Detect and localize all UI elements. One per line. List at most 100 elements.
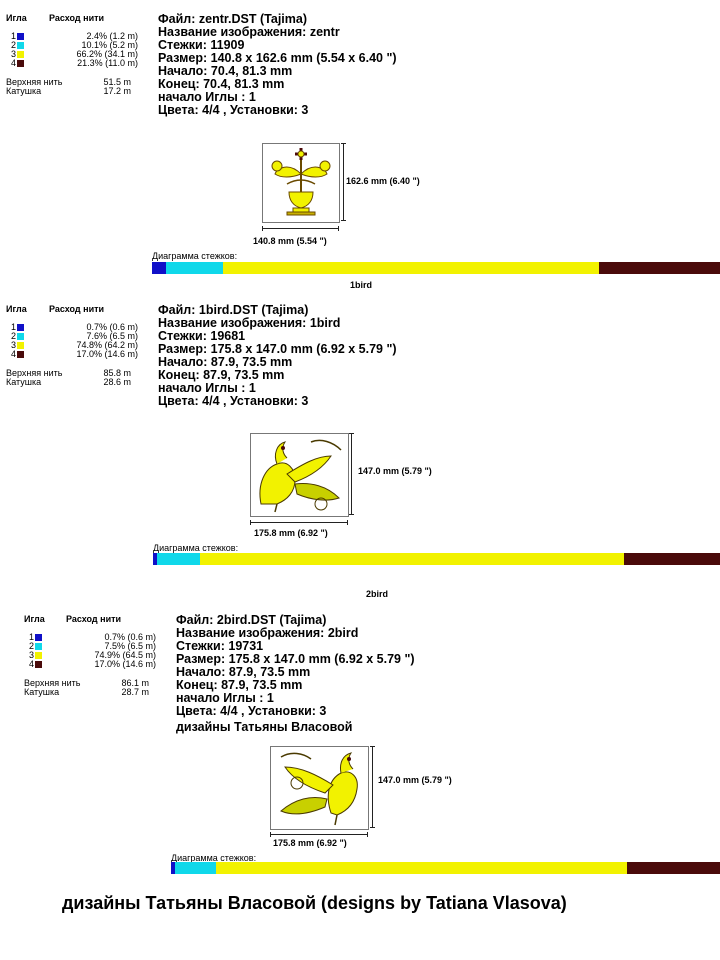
color-swatch-2 <box>17 333 24 340</box>
thread-usage-header: Расход нити <box>49 304 105 314</box>
thread-usage-header: Расход нити <box>66 614 122 624</box>
stitch-diagram-bar <box>152 262 720 274</box>
width-label: 175.8 mm (6.92 ") <box>254 528 328 538</box>
width-dimension-line <box>250 522 348 523</box>
height-dimension-tick <box>349 433 354 434</box>
height-dimension-line <box>351 433 352 515</box>
width-dimension-tick <box>347 520 348 525</box>
stitch-segment-1 <box>153 553 157 565</box>
size: Размер: 175.8 x 147.0 mm (6.92 x 5.79 ") <box>176 652 415 666</box>
top-thread-row: Верхняя нить 51.5 m <box>6 77 131 87</box>
stitch-segment-3 <box>215 862 627 874</box>
bobbin-row: Катушка 28.6 m <box>6 377 131 387</box>
end: Конец: 70.4, 81.3 mm <box>158 77 285 91</box>
needle-row-1: 1 2.4% (1.2 m) <box>10 31 138 41</box>
height-dimension-tick <box>341 220 346 221</box>
file-name: Файл: zentr.DST (Tajima) <box>158 12 307 26</box>
section-title-1bird: 1bird <box>350 280 373 290</box>
width-label: 140.8 mm (5.54 ") <box>253 236 327 246</box>
color-swatch-1 <box>17 324 24 331</box>
image-name: Название изображения: zentr <box>158 25 340 39</box>
color-swatch-2 <box>35 643 42 650</box>
height-dimension-tick <box>370 827 375 828</box>
stitch-count: Стежки: 11909 <box>158 38 245 52</box>
stitch-segment-3 <box>222 262 599 274</box>
width-dimension-line <box>262 228 339 229</box>
start: Начало: 87.9, 73.5 mm <box>176 665 311 679</box>
file-name: Файл: 2bird.DST (Tajima) <box>176 613 327 627</box>
start: Начало: 70.4, 81.3 mm <box>158 64 293 78</box>
top-thread-row: Верхняя нить 85.8 m <box>6 368 131 378</box>
needle-row-4: 4 21.3% (11.0 m) <box>10 58 138 68</box>
designer-credit: дизайны Татьяны Власовой (designs by Tat… <box>62 893 567 913</box>
stitch-count: Стежки: 19681 <box>158 329 246 343</box>
bobbin-row: Катушка 28.7 m <box>24 687 149 697</box>
height-dimension-tick <box>341 143 346 144</box>
colors-settings: Цвета: 4/4 , Установки: 3 <box>176 704 327 718</box>
needle-row-2: 2 10.1% (5.2 m) <box>10 40 138 50</box>
stitch-diagram-label: Диаграмма стежков: <box>171 853 257 863</box>
stitch-diagram-label: Диаграмма стежков: <box>153 543 239 553</box>
design-card-zentr: Игла Расход нити 1 2.4% (1.2 m) 2 10.1% … <box>0 0 720 280</box>
needle-row-1: 1 0.7% (0.6 m) <box>28 632 156 642</box>
top-thread-row: Верхняя нить 86.1 m <box>24 678 149 688</box>
colors-settings: Цвета: 4/4 , Установки: 3 <box>158 103 309 117</box>
size: Размер: 140.8 x 162.6 mm (5.54 x 6.40 ") <box>158 51 397 65</box>
stitch-segment-2 <box>156 553 200 565</box>
end: Конец: 87.9, 73.5 mm <box>176 678 303 692</box>
height-label: 162.6 mm (6.40 ") <box>346 176 420 186</box>
image-name: Название изображения: 1bird <box>158 316 341 330</box>
color-swatch-2 <box>17 42 24 49</box>
needle-row-1: 1 0.7% (0.6 m) <box>10 322 138 332</box>
start: Начало: 87.9, 73.5 mm <box>158 355 293 369</box>
needle-row-2: 2 7.5% (6.5 m) <box>28 641 156 651</box>
width-dimension-tick <box>367 832 368 837</box>
color-swatch-4 <box>17 351 24 358</box>
thread-usage-header: Расход нити <box>49 13 105 23</box>
color-swatch-3 <box>17 342 24 349</box>
stitch-segment-2 <box>174 862 216 874</box>
stitch-diagram-bar <box>153 553 720 565</box>
needle-row-4: 4 17.0% (14.6 m) <box>28 659 156 669</box>
height-dimension-line <box>372 746 373 828</box>
designer-credit-inline: дизайны Татьяны Власовой <box>176 720 353 734</box>
section-title-2bird: 2bird <box>366 589 389 599</box>
height-label: 147.0 mm (5.79 ") <box>378 775 452 785</box>
stitch-segment-2 <box>165 262 223 274</box>
file-name: Файл: 1bird.DST (Tajima) <box>158 303 309 317</box>
design-preview <box>270 746 369 830</box>
color-swatch-1 <box>35 634 42 641</box>
vase-tree-icon <box>271 148 331 216</box>
width-dimension-tick <box>338 226 339 231</box>
stitch-segment-1 <box>152 262 166 274</box>
width-dimension-line <box>270 834 368 835</box>
needle-row-4: 4 17.0% (14.6 m) <box>10 349 138 359</box>
bird-icon <box>280 752 358 826</box>
stitch-segment-1 <box>171 862 175 874</box>
image-name: Название изображения: 2bird <box>176 626 359 640</box>
width-dimension-tick <box>262 226 263 231</box>
file-info: Файл: 1bird.DST (Tajima) Название изобра… <box>158 304 397 408</box>
width-dimension-tick <box>270 832 271 837</box>
design-preview <box>262 143 340 223</box>
height-dimension-tick <box>349 514 354 515</box>
bird-icon <box>259 439 342 513</box>
height-dimension-line <box>343 143 344 221</box>
start-needle: начало Иглы : 1 <box>158 381 256 395</box>
design-card-1bird: Игла Расход нити 1 0.7% (0.6 m) 2 7.6% (… <box>0 290 720 570</box>
stitch-segment-4 <box>623 553 720 565</box>
file-info: Файл: zentr.DST (Tajima) Название изобра… <box>158 13 397 117</box>
stitch-count: Стежки: 19731 <box>176 639 264 653</box>
needle-row-3: 3 74.9% (64.5 m) <box>28 650 156 660</box>
height-label: 147.0 mm (5.79 ") <box>358 466 432 476</box>
colors-settings: Цвета: 4/4 , Установки: 3 <box>158 394 309 408</box>
height-dimension-tick <box>370 746 375 747</box>
color-swatch-4 <box>35 661 42 668</box>
start-needle: начало Иглы : 1 <box>176 691 274 705</box>
design-preview <box>250 433 349 517</box>
stitch-diagram-bar <box>171 862 720 874</box>
needle-row-2: 2 7.6% (6.5 m) <box>10 331 138 341</box>
color-swatch-4 <box>17 60 24 67</box>
stitch-segment-4 <box>626 862 720 874</box>
size: Размер: 175.8 x 147.0 mm (6.92 x 5.79 ") <box>158 342 397 356</box>
